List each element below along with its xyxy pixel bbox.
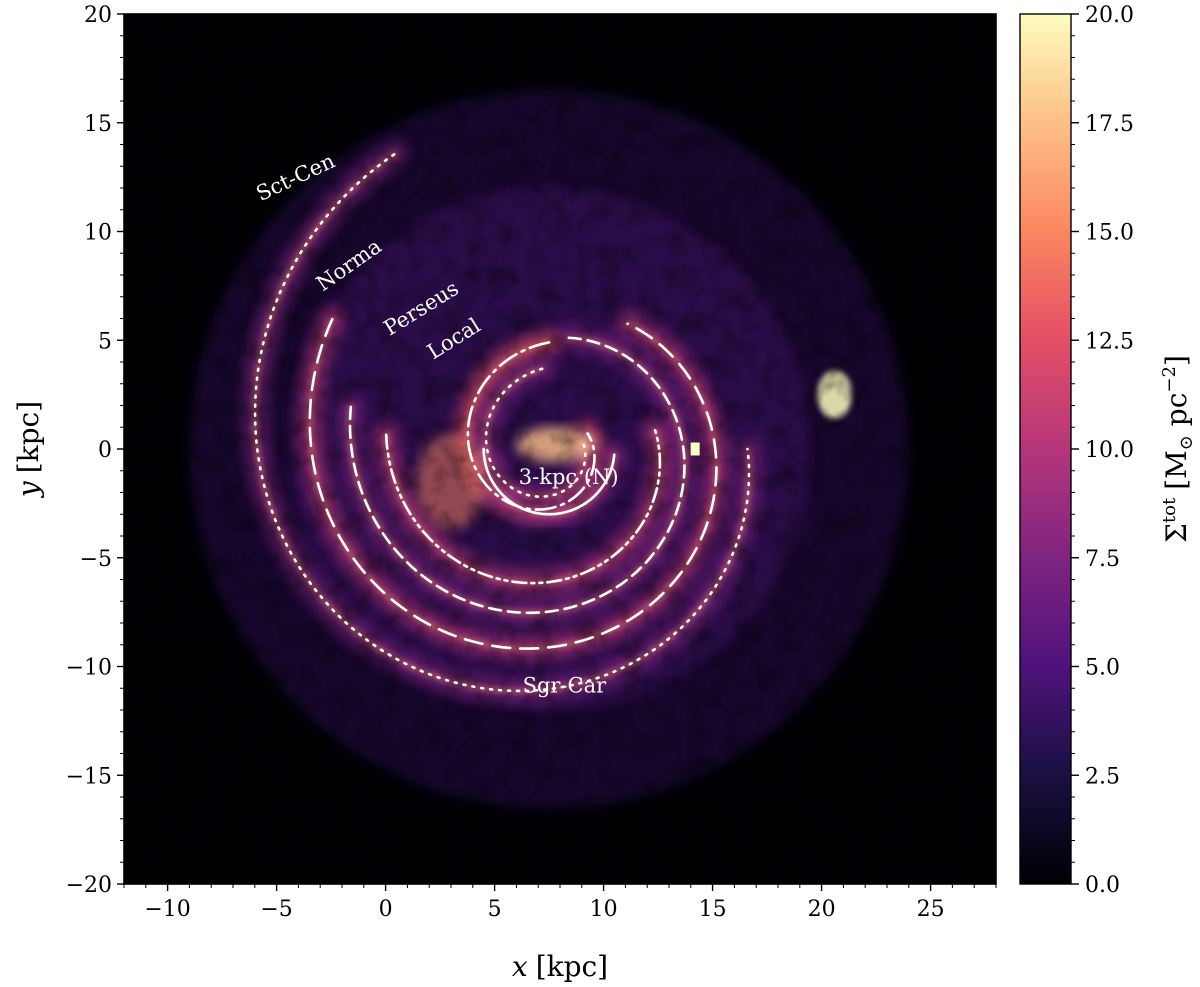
y-tick-label: −15: [66, 764, 112, 789]
colorbar-tick-label: 2.5: [1085, 764, 1120, 789]
colorbar-tick-label: 20.0: [1085, 3, 1134, 28]
y-axis-label: y[kpc]: [12, 401, 45, 499]
y-tick-label: −10: [66, 656, 112, 681]
density-texture: [124, 14, 996, 884]
x-axis-label: x [kpc]: [512, 950, 608, 983]
colorbar: 0.0 2.5 5.0 7.5 10.0 12.5 15.0 17.5 20.0 Σtot[M⊙…: [1019, 3, 1197, 898]
colorbar-tick-label: 15.0: [1085, 221, 1134, 246]
x-tick-label: 0: [379, 897, 393, 922]
x-tick-label: 20: [808, 897, 836, 922]
arm-line: [253, 153, 751, 693]
arm-line: [484, 367, 587, 498]
colorbar-tick-label: 12.5: [1085, 329, 1134, 354]
arm-label: Sgr-Car: [523, 674, 608, 698]
y-tick-label: −5: [80, 547, 112, 572]
arm-line: [384, 429, 662, 585]
x-tick-label: 15: [699, 897, 727, 922]
colorbar-ticks: 0.0 2.5 5.0 7.5 10.0 12.5 15.0 17.5 20.0: [1071, 3, 1134, 898]
arm-line: [482, 447, 616, 516]
colorbar-tick-label: 7.5: [1085, 547, 1120, 572]
x-axis: −10 −5 0 5 10 15 20 25: [123, 884, 997, 922]
y-tick-label: −20: [66, 873, 112, 898]
arm-line: [348, 336, 686, 615]
arm-line: [308, 317, 718, 650]
y-tick-label: 20: [84, 3, 112, 28]
y-tick-label: 0: [98, 438, 112, 463]
colorbar-tick-label: 17.5: [1085, 112, 1134, 137]
colorbar-gradient: [1019, 13, 1072, 885]
x-tick-label: 5: [488, 897, 502, 922]
arm-label: 3-kpc (N): [519, 465, 619, 489]
colorbar-tick-label: 5.0: [1085, 656, 1120, 681]
x-tick-label: −10: [144, 897, 190, 922]
spiral-arm-overlays: [253, 153, 751, 693]
y-tick-label: 15: [84, 112, 112, 137]
colorbar-label: Σtot[M⊙ pc−2]: [1159, 355, 1197, 543]
y-tick-label: 5: [98, 329, 112, 354]
sun-marker: [690, 442, 700, 456]
colorbar-tick-label: 0.0: [1085, 873, 1120, 898]
colorbar-tick-label: 10.0: [1085, 438, 1134, 463]
y-tick-label: 10: [84, 221, 112, 246]
y-axis: −20 −15 −10 −5 0 5 10 15 20: [66, 3, 124, 898]
x-tick-label: 10: [590, 897, 618, 922]
x-tick-label: 25: [917, 897, 945, 922]
x-tick-label: −5: [260, 897, 292, 922]
